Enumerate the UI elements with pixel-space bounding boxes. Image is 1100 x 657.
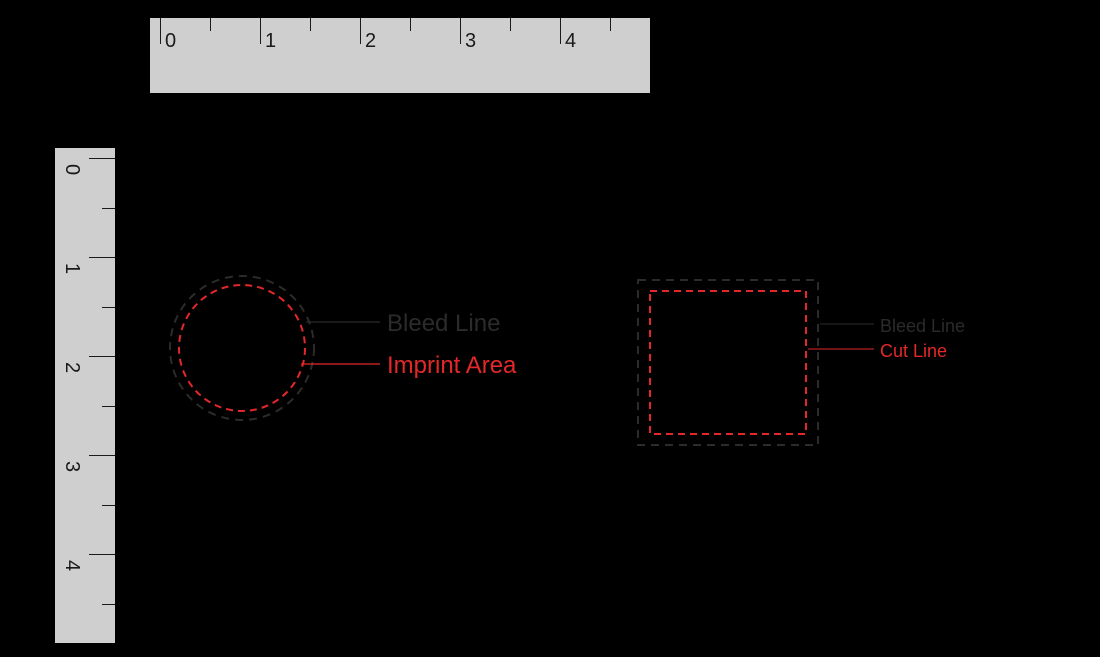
circle-bleed-line [170, 276, 314, 420]
square-bleed-label: Bleed Line [880, 316, 965, 337]
circle-imprint-area [179, 285, 305, 411]
square-bleed-line [638, 280, 818, 445]
circle-bleed-label: Bleed Line [387, 310, 500, 338]
square-cut-line [650, 291, 806, 434]
square-cut-label: Cut Line [880, 341, 947, 362]
circle-imprint-label: Imprint Area [387, 352, 516, 380]
